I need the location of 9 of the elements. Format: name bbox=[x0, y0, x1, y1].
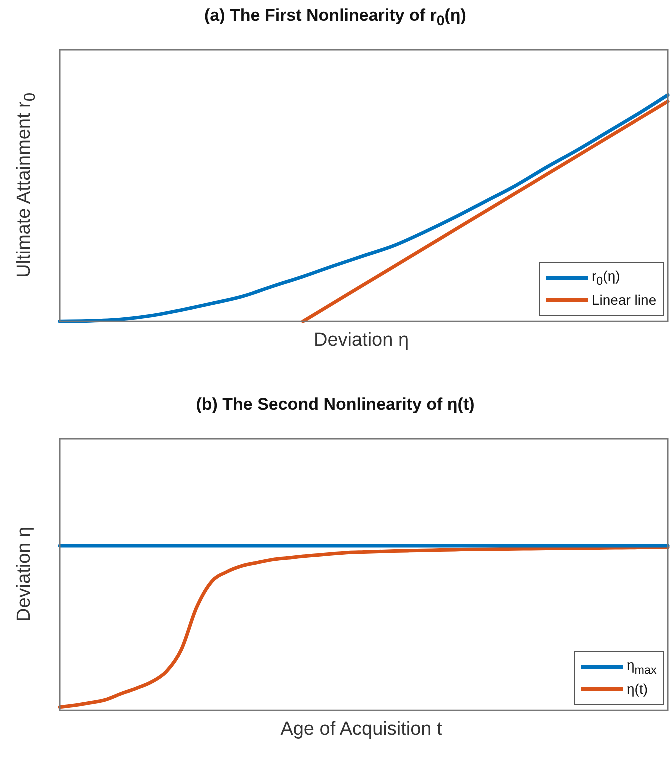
chart-title: (a) The First Nonlinearity of r$_{0}$(η) bbox=[204, 6, 468, 30]
y-axis-title: Deviation η bbox=[14, 527, 36, 622]
x-axis-title: Age of Acquisition t bbox=[280, 718, 444, 741]
x-axis-title: Deviation η bbox=[312, 330, 410, 352]
legend-label: r$_{0}$(η) bbox=[592, 268, 620, 288]
legend-label: η(t) bbox=[627, 680, 648, 697]
legend-label: η$_{max}$ bbox=[627, 656, 657, 676]
legend-label: Linear line bbox=[592, 292, 657, 308]
chart-title: (b) The Second Nonlinearity of η(t) bbox=[195, 395, 476, 415]
